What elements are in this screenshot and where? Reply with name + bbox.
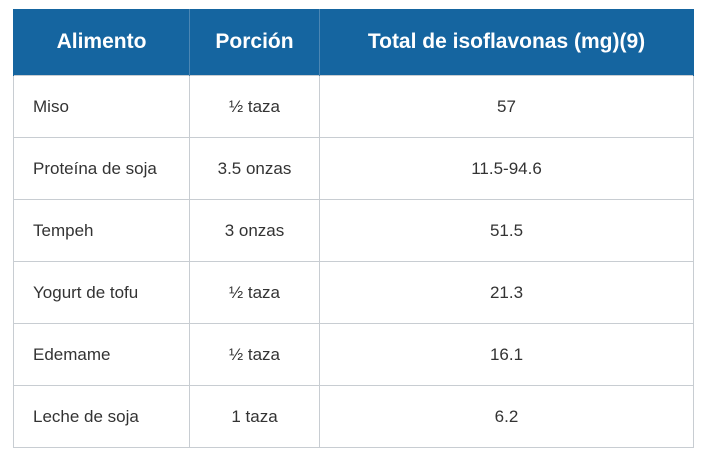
cell-alimento: Tempeh (13, 199, 190, 262)
cell-total: 11.5-94.6 (319, 137, 694, 200)
table-body: Miso ½ taza 57 Proteína de soja 3.5 onza… (13, 75, 694, 448)
table-header: Alimento Porción Total de isoflavonas (m… (13, 9, 694, 76)
header-row: Alimento Porción Total de isoflavonas (m… (13, 9, 694, 76)
cell-total: 6.2 (319, 385, 694, 448)
cell-porcion: 3 onzas (189, 199, 320, 262)
isoflavone-table-container: Alimento Porción Total de isoflavonas (m… (13, 9, 694, 448)
table-row: Miso ½ taza 57 (13, 75, 694, 138)
table-row: Leche de soja 1 taza 6.2 (13, 385, 694, 448)
cell-alimento: Yogurt de tofu (13, 261, 190, 324)
cell-alimento: Edemame (13, 323, 190, 386)
cell-total: 57 (319, 75, 694, 138)
cell-porcion: 3.5 onzas (189, 137, 320, 200)
cell-total: 51.5 (319, 199, 694, 262)
cell-alimento: Proteína de soja (13, 137, 190, 200)
table-row: Proteína de soja 3.5 onzas 11.5-94.6 (13, 137, 694, 200)
header-alimento: Alimento (13, 9, 190, 76)
header-porcion: Porción (189, 9, 320, 76)
cell-alimento: Miso (13, 75, 190, 138)
table-row: Edemame ½ taza 16.1 (13, 323, 694, 386)
header-total-isoflavonas: Total de isoflavonas (mg)(9) (319, 9, 694, 76)
table-row: Yogurt de tofu ½ taza 21.3 (13, 261, 694, 324)
cell-porcion: ½ taza (189, 75, 320, 138)
cell-porcion: ½ taza (189, 323, 320, 386)
cell-porcion: 1 taza (189, 385, 320, 448)
cell-total: 16.1 (319, 323, 694, 386)
table-row: Tempeh 3 onzas 51.5 (13, 199, 694, 262)
cell-alimento: Leche de soja (13, 385, 190, 448)
cell-porcion: ½ taza (189, 261, 320, 324)
isoflavone-table: Alimento Porción Total de isoflavonas (m… (13, 9, 694, 448)
cell-total: 21.3 (319, 261, 694, 324)
